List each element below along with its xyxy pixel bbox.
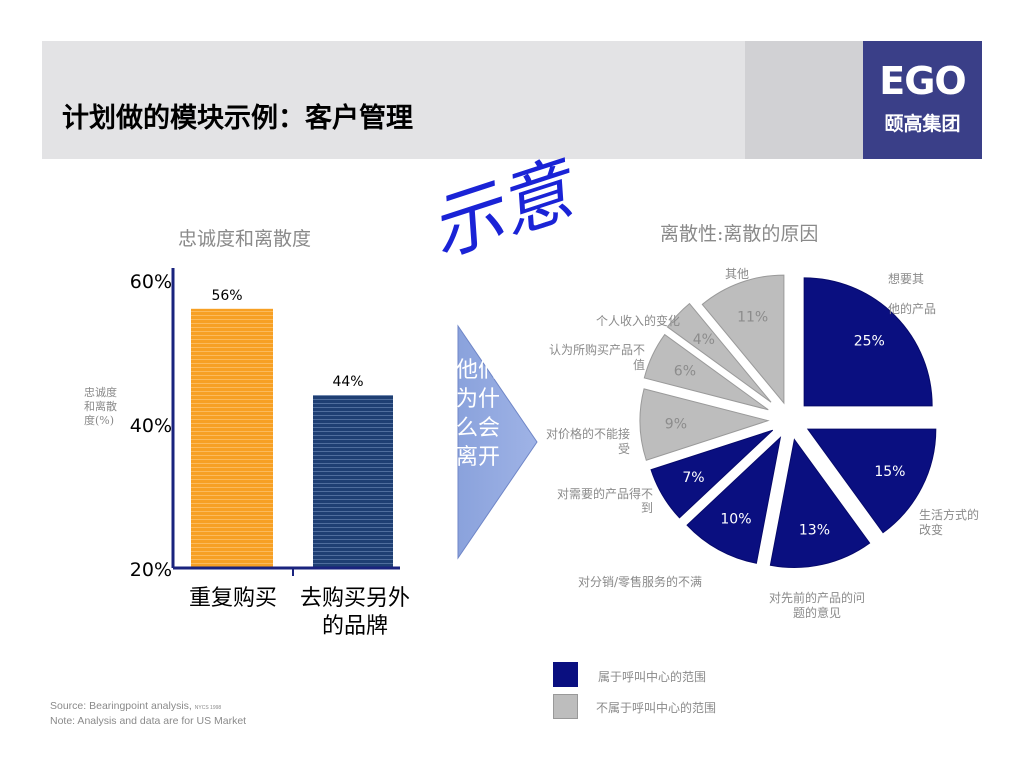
pie-value-label: 25%	[854, 334, 885, 350]
pie-category-label-line: 他的产品	[888, 301, 936, 316]
arrow-text: 他们为什么会离开	[456, 358, 501, 470]
pie-slice-0	[803, 277, 933, 407]
y-tick-label: 60%	[130, 271, 172, 293]
legend-swatch-other	[553, 694, 578, 719]
pie-value-label: 9%	[665, 417, 687, 433]
pie-category-label-line: 认为所购买产品不	[549, 342, 645, 357]
bar-category-label-1: 去购买另外的品牌	[300, 586, 411, 639]
footnote: Note: Analysis and data are for US Marke…	[50, 715, 247, 727]
bar-1	[313, 395, 393, 567]
legend-label-other: 不属于呼叫中心的范围	[596, 701, 717, 715]
pie-value-label: 7%	[682, 470, 704, 486]
pie-category-label: 个人收入的变化	[596, 313, 680, 328]
pie-category-label: 生活方式的改变	[919, 507, 979, 537]
pie-category-label-line: 个人收入的变化	[596, 313, 680, 328]
pie-value-label: 11%	[737, 309, 768, 325]
pie-value-label: 10%	[720, 511, 751, 527]
pie-category-label: 对价格的不能接受	[546, 426, 630, 456]
legend-label-call-center: 属于呼叫中心的范围	[598, 670, 707, 684]
pie-category-label-line: 其他	[725, 267, 749, 281]
pie-slice-4	[650, 429, 774, 519]
pie-category-label-line: 对分销/零售服务的不满	[578, 574, 702, 589]
pie-category-label-line: 值	[633, 357, 645, 372]
pie-chart: 25% 想要其他的产品 15% 生活方式的改变 13% 对先前的产品的问题的意见 10% 对分…	[546, 267, 979, 620]
pie-value-label: 6%	[674, 364, 696, 380]
pie-slice-1	[806, 428, 937, 534]
pie-category-label-line: 生活方式的	[919, 507, 979, 522]
pie-category-label: 想要其他的产品	[888, 271, 936, 316]
pie-slice-2	[769, 438, 871, 569]
pie-slice-6	[643, 333, 769, 411]
pie-category-label: 认为所购买产品不值	[549, 342, 645, 372]
pie-category-label: 其他	[725, 267, 749, 281]
pie-category-label-line: 对先前的产品的问	[769, 590, 865, 605]
pie-category-label: 对分销/零售服务的不满	[578, 574, 702, 589]
pie-chart-title: 离散性:离散的原因	[660, 223, 819, 245]
legend-swatch-call-center	[553, 662, 578, 687]
bar-category-label-0: 重复购买	[188, 586, 277, 611]
bar-0	[191, 308, 273, 567]
logo-subtext: 颐高集团	[884, 113, 961, 135]
pie-slice-8	[701, 274, 785, 405]
logo-text: EGO	[879, 59, 966, 103]
source-small-text: NYCS 1998	[194, 705, 222, 711]
bar-value-label: 56%	[211, 288, 242, 304]
pie-category-label-line: 改变	[919, 522, 943, 537]
pie-category-label: 对先前的产品的问题的意见	[769, 590, 865, 620]
pie-category-label-line: 题的意见	[793, 605, 841, 620]
pie-category-label-line: 受	[618, 442, 630, 456]
pie-category-label-line: 对价格的不能接	[546, 426, 630, 441]
logo: EGO 颐高集团	[863, 41, 982, 159]
pie-slice-5	[639, 388, 770, 461]
pie-category-label-line: 想要其	[888, 271, 924, 286]
pie-category-label: 对需要的产品得不到	[557, 486, 653, 515]
pie-category-label-line: 到	[641, 501, 653, 515]
y-tick-label: 40%	[130, 415, 172, 437]
pie-category-label-line: 对需要的产品得不	[557, 486, 653, 501]
source-text: Source: Bearingpoint analysis,	[50, 700, 192, 712]
arrow-shape	[457, 324, 538, 560]
bar-chart-title: 忠诚度和离散度	[178, 228, 312, 250]
pie-slice-3	[686, 436, 782, 564]
bar-value-label: 44%	[332, 374, 363, 390]
bar-chart: 60% 40% 20% 56% 44%	[130, 268, 400, 581]
pie-value-label: 4%	[693, 332, 715, 348]
source-note: Source: Bearingpoint analysis, NYCS 1998	[50, 700, 221, 712]
header-bar	[42, 41, 745, 159]
header-tab	[745, 41, 863, 159]
bar-chart-ylabel: 忠诚度和离散度(%)	[84, 386, 117, 427]
pie-value-label: 13%	[799, 522, 830, 538]
page-title: 计划做的模块示例：客户管理	[62, 103, 413, 134]
pie-slice-7	[666, 302, 772, 403]
y-tick-label: 20%	[130, 559, 172, 581]
pie-value-label: 15%	[874, 464, 905, 480]
